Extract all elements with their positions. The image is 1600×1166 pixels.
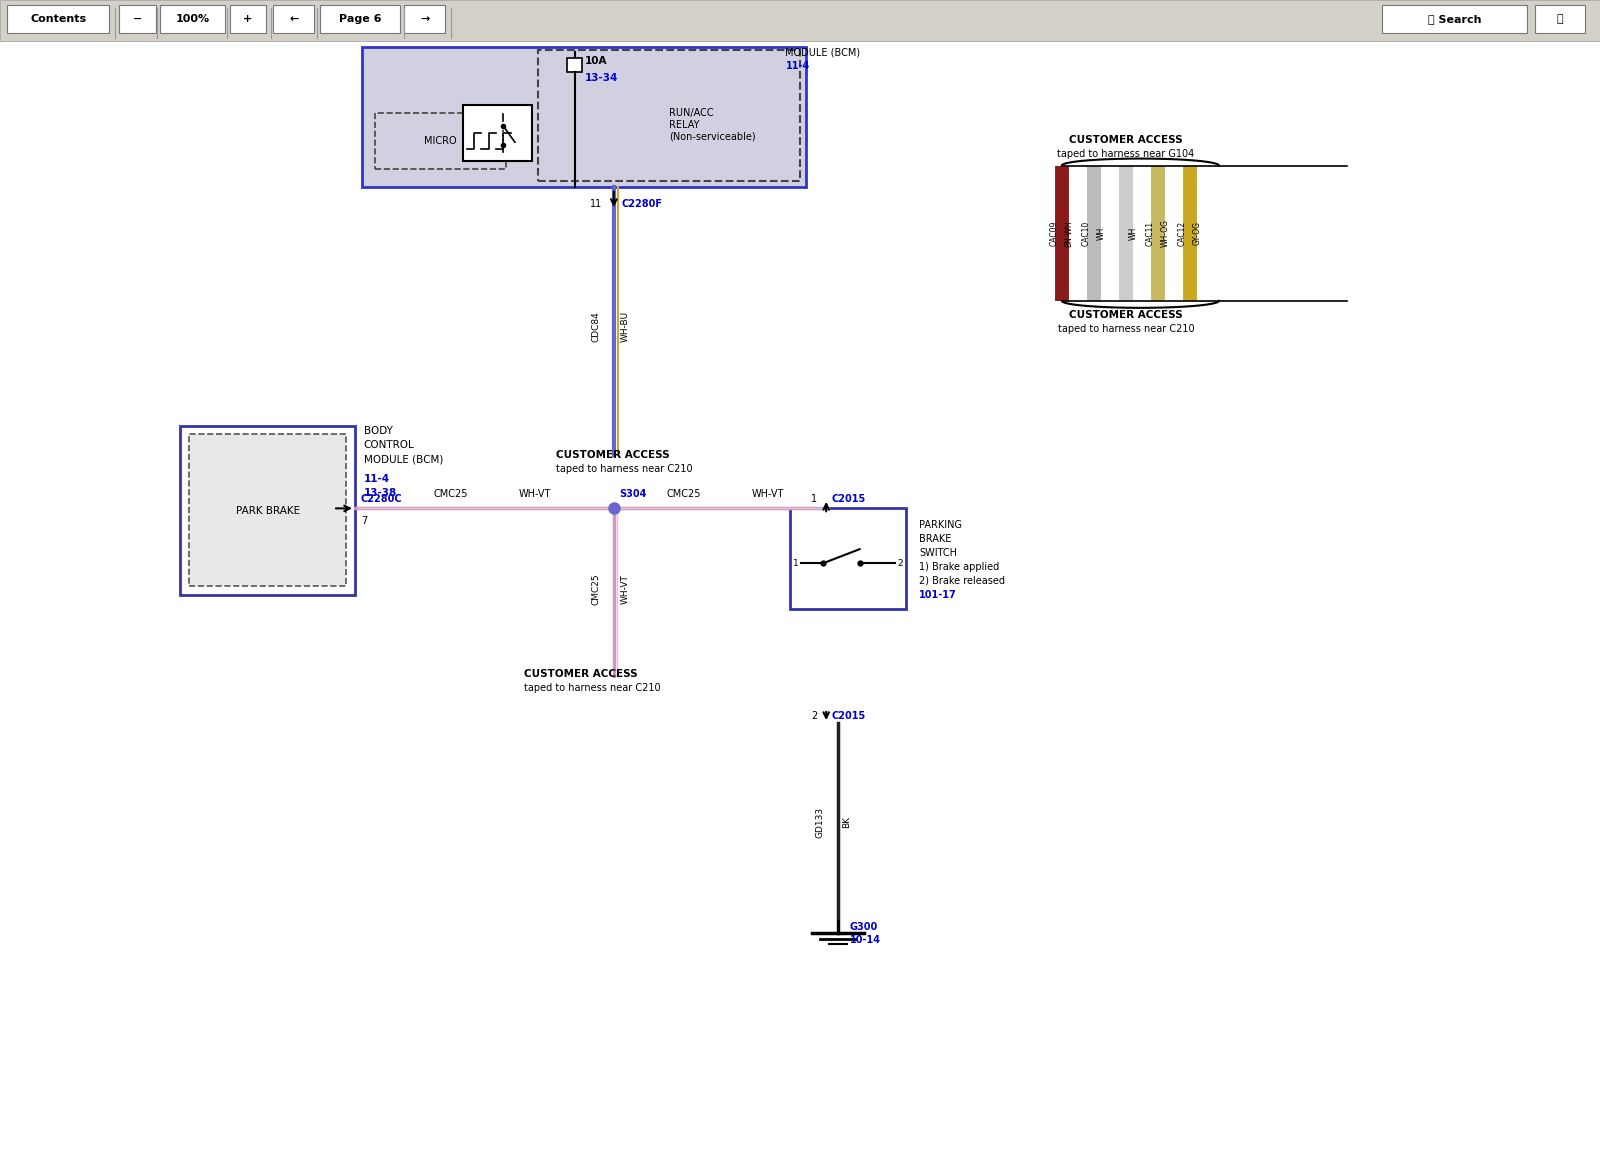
Text: WH: WH bbox=[1128, 226, 1138, 240]
Text: BODY: BODY bbox=[363, 427, 392, 436]
Text: 2: 2 bbox=[811, 711, 818, 721]
Text: 11: 11 bbox=[590, 199, 602, 209]
Text: 13-38: 13-38 bbox=[363, 489, 397, 498]
Text: taped to harness near C210: taped to harness near C210 bbox=[1058, 324, 1194, 333]
Bar bbox=[1534, 5, 1586, 33]
Bar bbox=[0, 0, 1600, 41]
Text: GD133: GD133 bbox=[816, 807, 826, 837]
Text: WH-VT: WH-VT bbox=[621, 574, 630, 604]
Text: 🖨: 🖨 bbox=[1557, 14, 1563, 23]
Text: WH-OG: WH-OG bbox=[1160, 219, 1170, 247]
Text: WH-BU: WH-BU bbox=[621, 311, 630, 342]
Bar bbox=[8, 5, 109, 33]
Bar bbox=[274, 5, 314, 33]
Text: C2280F: C2280F bbox=[621, 199, 662, 209]
Text: C2280C: C2280C bbox=[360, 494, 402, 504]
Text: +: + bbox=[243, 14, 253, 23]
Text: taped to harness near C210: taped to harness near C210 bbox=[523, 683, 661, 693]
Bar bbox=[568, 58, 582, 72]
Text: CUSTOMER ACCESS: CUSTOMER ACCESS bbox=[1069, 135, 1182, 145]
Bar bbox=[405, 5, 445, 33]
Text: 7: 7 bbox=[360, 517, 366, 526]
Text: BK: BK bbox=[842, 816, 851, 828]
Text: 101-17: 101-17 bbox=[920, 590, 957, 599]
Text: CUSTOMER ACCESS: CUSTOMER ACCESS bbox=[1069, 310, 1182, 319]
Bar bbox=[1382, 5, 1528, 33]
Text: taped to harness near C210: taped to harness near C210 bbox=[555, 464, 693, 473]
Text: CAC12: CAC12 bbox=[1178, 220, 1187, 246]
Text: 2: 2 bbox=[898, 559, 902, 568]
Bar bbox=[230, 5, 266, 33]
Text: 2) Brake released: 2) Brake released bbox=[920, 576, 1005, 585]
Text: 10A: 10A bbox=[584, 56, 608, 65]
Text: SWITCH: SWITCH bbox=[920, 548, 957, 557]
Bar bbox=[120, 5, 155, 33]
Text: MODULE (BCM): MODULE (BCM) bbox=[363, 455, 443, 464]
Text: MICRO: MICRO bbox=[424, 136, 458, 146]
Text: WH-VT: WH-VT bbox=[518, 489, 552, 499]
Bar bbox=[462, 105, 533, 161]
Text: 11-4: 11-4 bbox=[363, 475, 390, 484]
Text: 11-4: 11-4 bbox=[786, 62, 810, 71]
Text: GY-OG: GY-OG bbox=[1192, 222, 1202, 245]
Bar bbox=[362, 47, 806, 187]
Text: CDC84: CDC84 bbox=[592, 311, 602, 342]
Text: ←: ← bbox=[290, 14, 299, 23]
Bar bbox=[160, 5, 226, 33]
Text: −: − bbox=[133, 14, 142, 23]
Bar bbox=[790, 508, 906, 609]
Text: C2015: C2015 bbox=[832, 494, 866, 504]
Text: Page 6: Page 6 bbox=[339, 14, 381, 23]
Text: CAC10: CAC10 bbox=[1082, 220, 1091, 246]
Text: G300: G300 bbox=[850, 922, 878, 932]
Bar bbox=[181, 426, 355, 595]
Text: 1) Brake applied: 1) Brake applied bbox=[920, 562, 1000, 571]
Text: PARK BRAKE: PARK BRAKE bbox=[235, 506, 299, 515]
Text: 10-14: 10-14 bbox=[850, 935, 880, 944]
Text: 100%: 100% bbox=[176, 14, 210, 23]
Text: CMC25: CMC25 bbox=[592, 573, 602, 605]
Text: CUSTOMER ACCESS: CUSTOMER ACCESS bbox=[523, 669, 637, 679]
Text: →: → bbox=[421, 14, 429, 23]
Text: CMC25: CMC25 bbox=[666, 489, 701, 499]
Text: RUN/ACC
RELAY
(Non-serviceable): RUN/ACC RELAY (Non-serviceable) bbox=[669, 108, 755, 141]
Text: 1: 1 bbox=[811, 494, 818, 504]
Text: CAC11: CAC11 bbox=[1146, 220, 1155, 246]
Bar bbox=[376, 113, 506, 169]
Bar bbox=[538, 50, 800, 181]
Text: 13-34: 13-34 bbox=[584, 73, 618, 83]
Text: PARKING: PARKING bbox=[920, 520, 962, 529]
Text: taped to harness near G104: taped to harness near G104 bbox=[1058, 149, 1195, 159]
Text: Contents: Contents bbox=[30, 14, 86, 23]
Text: WH: WH bbox=[1096, 226, 1106, 240]
Bar bbox=[189, 434, 346, 586]
Text: BRAKE: BRAKE bbox=[920, 534, 952, 543]
Text: BN-WH: BN-WH bbox=[1064, 220, 1074, 246]
Text: CONTROL: CONTROL bbox=[363, 441, 414, 450]
Text: MODULE (BCM): MODULE (BCM) bbox=[786, 48, 861, 57]
Bar bbox=[320, 5, 400, 33]
Text: C2015: C2015 bbox=[832, 711, 866, 721]
Text: S304: S304 bbox=[619, 489, 646, 499]
Text: CMC25: CMC25 bbox=[434, 489, 469, 499]
Text: WH-VT: WH-VT bbox=[752, 489, 784, 499]
Text: CAC09: CAC09 bbox=[1050, 220, 1059, 246]
Text: CUSTOMER ACCESS: CUSTOMER ACCESS bbox=[555, 450, 669, 459]
Text: 1: 1 bbox=[792, 559, 798, 568]
Text: 🔍 Search: 🔍 Search bbox=[1427, 14, 1482, 23]
